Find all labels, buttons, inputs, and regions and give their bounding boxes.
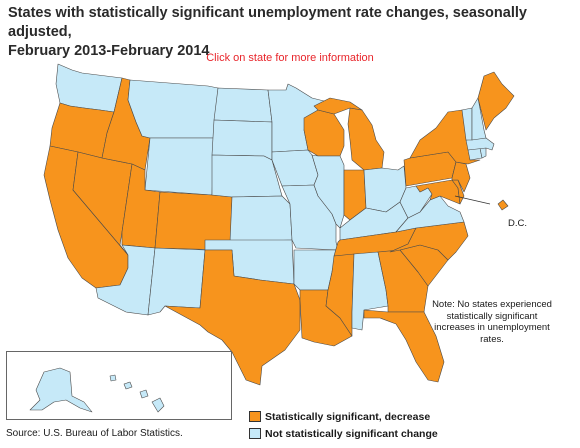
state-ND[interactable] — [213, 87, 273, 123]
state-DC[interactable] — [497, 199, 509, 211]
state-ME[interactable] — [477, 71, 515, 131]
state-FL[interactable] — [363, 309, 445, 383]
dc-label: D.C. — [508, 218, 527, 229]
state-HI-big[interactable] — [151, 397, 165, 413]
state-IA[interactable] — [271, 149, 319, 187]
legend-label-no-change: Not statistically significant change — [265, 427, 438, 440]
state-HI-oahu[interactable] — [123, 381, 133, 390]
state-NH[interactable] — [471, 97, 487, 141]
state-WI[interactable] — [303, 109, 345, 157]
state-NE[interactable] — [211, 154, 283, 198]
state-HI-maui[interactable] — [139, 389, 149, 399]
dc-leader-line — [454, 195, 491, 205]
legend-swatch-decrease — [249, 411, 261, 422]
inset-states — [29, 367, 165, 413]
state-TX[interactable] — [164, 249, 301, 386]
source-note: Source: U.S. Bureau of Labor Statistics. — [6, 428, 183, 439]
state-MI-UP[interactable] — [313, 97, 363, 115]
contiguous-states — [43, 63, 515, 386]
legend: Statistically significant, decrease Not … — [249, 409, 438, 443]
title-line-1: States with statistically significant un… — [8, 5, 527, 40]
legend-swatch-no-change — [249, 428, 261, 439]
legend-item-decrease: Statistically significant, decrease — [249, 409, 438, 424]
page-title: States with statistically significant un… — [8, 4, 573, 61]
legend-item-no-change: Not statistically significant change — [249, 426, 438, 441]
state-NM[interactable] — [147, 247, 206, 316]
state-IL[interactable] — [311, 154, 345, 229]
state-AK[interactable] — [29, 367, 93, 413]
state-MI[interactable] — [347, 107, 385, 171]
state-NC[interactable] — [389, 221, 469, 261]
click-instruction: Click on state for more information — [206, 52, 374, 64]
inset-frame — [6, 351, 232, 420]
state-WY[interactable] — [144, 137, 215, 196]
state-NJ[interactable] — [451, 161, 471, 193]
state-HI-kauai[interactable] — [109, 374, 117, 382]
state-MT[interactable] — [127, 79, 219, 139]
title-line-2: February 2013-February 2014 — [8, 43, 210, 59]
state-KS[interactable] — [229, 195, 293, 243]
legend-label-decrease: Statistically significant, decrease — [265, 410, 431, 423]
map-note: Note: No states experienced statisticall… — [432, 299, 552, 345]
state-SD[interactable] — [211, 119, 273, 161]
